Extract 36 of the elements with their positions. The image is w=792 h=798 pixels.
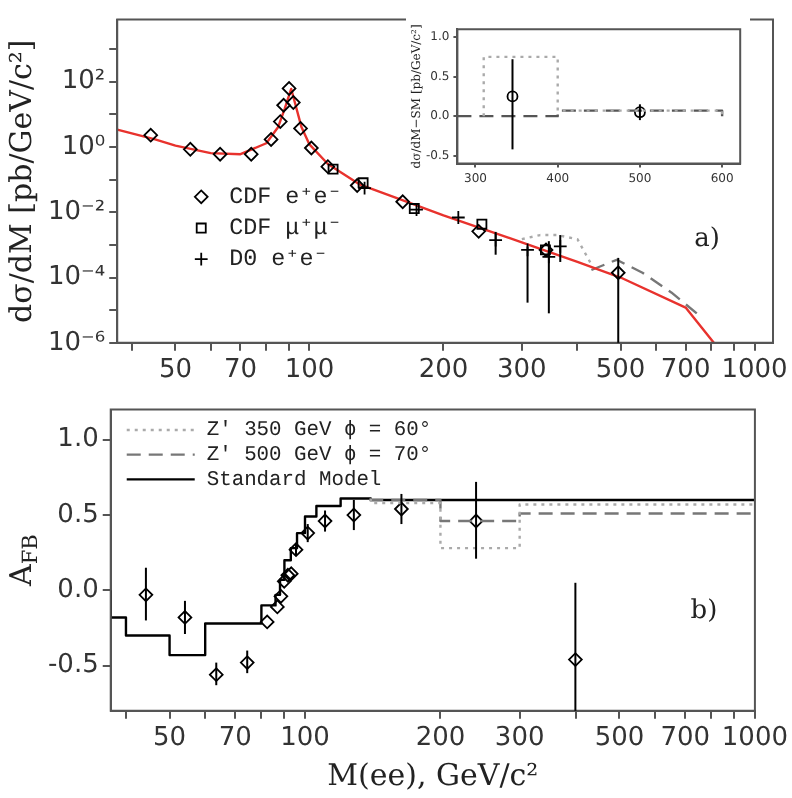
legend-label: CDF μ⁺μ⁻: [229, 214, 342, 243]
y-tick-label: 10⁰: [61, 131, 106, 162]
y-tick-label: 10⁻²: [47, 197, 106, 227]
x-tick-label: 300: [497, 355, 547, 386]
x-tick-label: 70: [218, 723, 252, 754]
x-tick-label: 700: [660, 723, 711, 754]
x-tick-label: 50: [158, 355, 192, 386]
x-tick-label: 1000: [721, 355, 788, 386]
x-tick-label: 500: [595, 355, 646, 386]
x-tick-label: 700: [660, 355, 711, 386]
legend-label: Z′ 350 GeV ϕ = 60°: [206, 419, 432, 444]
annotation: b): [690, 596, 718, 627]
x-tick-label: 50: [153, 723, 187, 754]
x-axis-title: M(ee), GeV/c²: [327, 756, 539, 793]
y-tick-label: 10²: [61, 66, 106, 97]
y-tick-label: 0.5: [57, 499, 99, 530]
legend-label: CDF e⁺e⁻: [229, 183, 342, 211]
x-tick-label: 200: [415, 723, 466, 754]
y-tick-label: 10⁻⁶: [47, 327, 106, 358]
x-tick-label: 1000: [721, 723, 789, 754]
x-tick-label: 100: [284, 355, 335, 386]
x-tick-label: 300: [494, 723, 545, 754]
y-axis-title: dσ/dM [pb/GeV/c²]: [2, 39, 39, 323]
x-tick-label: 70: [223, 355, 258, 386]
annotation: a): [694, 224, 720, 255]
legend-label: Standard Model: [206, 468, 382, 493]
legend-label: Z′ 500 GeV ϕ = 70°: [206, 444, 432, 469]
x-tick-label: 100: [280, 723, 330, 754]
x-tick-label: 500: [594, 723, 645, 754]
y-tick-label: 0.0: [57, 575, 99, 606]
y-tick-label: 1.0: [57, 424, 99, 455]
y-tick-label: 10⁻⁴: [47, 262, 106, 293]
y-tick-label: -0.5: [47, 650, 99, 681]
legend-label: D0 e⁺e⁻: [229, 245, 328, 274]
x-tick-label: 200: [418, 355, 469, 386]
y-axis-title: AFB: [2, 533, 44, 589]
